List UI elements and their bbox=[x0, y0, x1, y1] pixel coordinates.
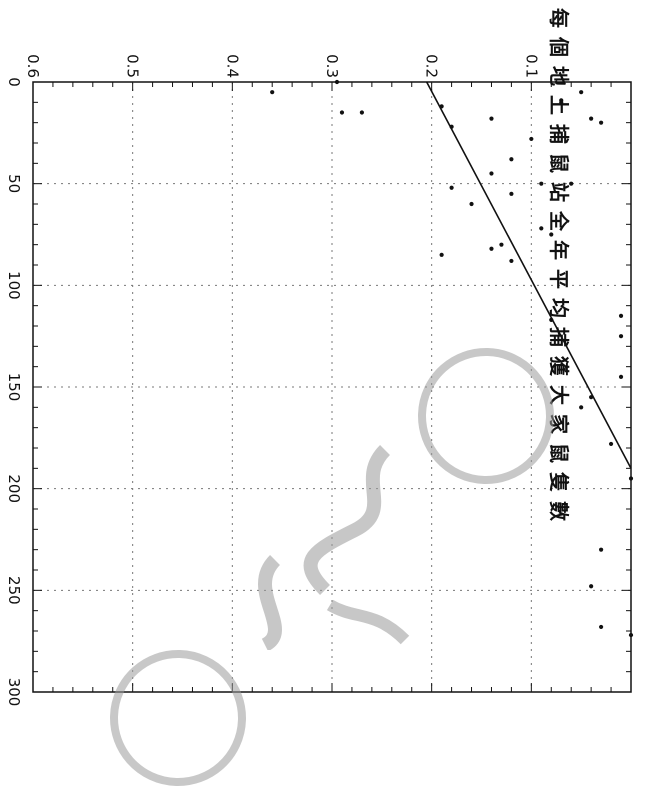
data-point bbox=[489, 171, 494, 176]
data-point bbox=[339, 110, 345, 115]
data-points bbox=[270, 79, 634, 638]
y-tick-label: 0.5 bbox=[124, 54, 142, 78]
x-tick-label: 50 bbox=[5, 174, 23, 193]
x-tick-label: 100 bbox=[5, 271, 23, 300]
data-point bbox=[549, 232, 554, 237]
fit-line bbox=[425, 81, 632, 469]
data-point bbox=[334, 79, 340, 85]
y-tick-label: 0.1 bbox=[522, 54, 540, 78]
data-point bbox=[579, 405, 584, 410]
y-tick-label: 0.4 bbox=[223, 54, 241, 78]
data-point bbox=[608, 441, 614, 447]
x-tick-label: 0 bbox=[5, 77, 23, 87]
data-point bbox=[499, 242, 504, 247]
x-tick-label: 250 bbox=[5, 576, 23, 605]
data-point bbox=[579, 90, 584, 95]
x-tick-label: 300 bbox=[5, 678, 23, 707]
y-tick-label: 0.6 bbox=[24, 54, 42, 78]
data-point bbox=[270, 90, 275, 95]
data-point bbox=[489, 246, 494, 251]
y-tick-label: 0.2 bbox=[423, 54, 441, 78]
data-point bbox=[618, 334, 624, 339]
y-tick-label: 0.3 bbox=[323, 54, 341, 78]
y-axis-label: 每個地上捕鼠站全年平均捕獲大家鼠隻數 bbox=[547, 8, 571, 530]
data-point bbox=[628, 476, 634, 481]
data-point bbox=[539, 226, 544, 231]
data-point bbox=[529, 136, 534, 142]
data-point bbox=[509, 258, 514, 264]
data-point bbox=[599, 547, 604, 552]
data-point bbox=[449, 185, 454, 190]
data-point bbox=[559, 100, 564, 105]
data-point bbox=[618, 374, 624, 379]
data-point bbox=[439, 252, 444, 257]
data-point bbox=[489, 116, 494, 121]
data-point bbox=[618, 313, 624, 318]
data-point bbox=[599, 120, 604, 125]
x-tick-label: 150 bbox=[5, 373, 23, 402]
data-point bbox=[469, 201, 474, 207]
grid bbox=[33, 82, 631, 692]
data-point bbox=[599, 624, 604, 630]
data-point bbox=[589, 584, 594, 589]
data-point bbox=[539, 181, 544, 186]
x-tick-label: 200 bbox=[5, 474, 23, 503]
y-tick-labels: 0.1 0.2 0.3 0.4 0.5 0.6 bbox=[24, 54, 540, 78]
data-point bbox=[359, 110, 364, 115]
data-point bbox=[569, 181, 574, 186]
data-point bbox=[589, 116, 594, 121]
data-point bbox=[509, 157, 514, 162]
data-point bbox=[509, 191, 514, 196]
data-point bbox=[628, 632, 634, 638]
x-tick-labels: 0 50 100 150 200 250 300 bbox=[5, 77, 23, 706]
ticks bbox=[32, 81, 632, 693]
chart-canvas: 0 50 100 150 200 250 300 0.1 0.2 0.3 0.4 0.5 0.6 每個… bbox=[5, 8, 634, 706]
